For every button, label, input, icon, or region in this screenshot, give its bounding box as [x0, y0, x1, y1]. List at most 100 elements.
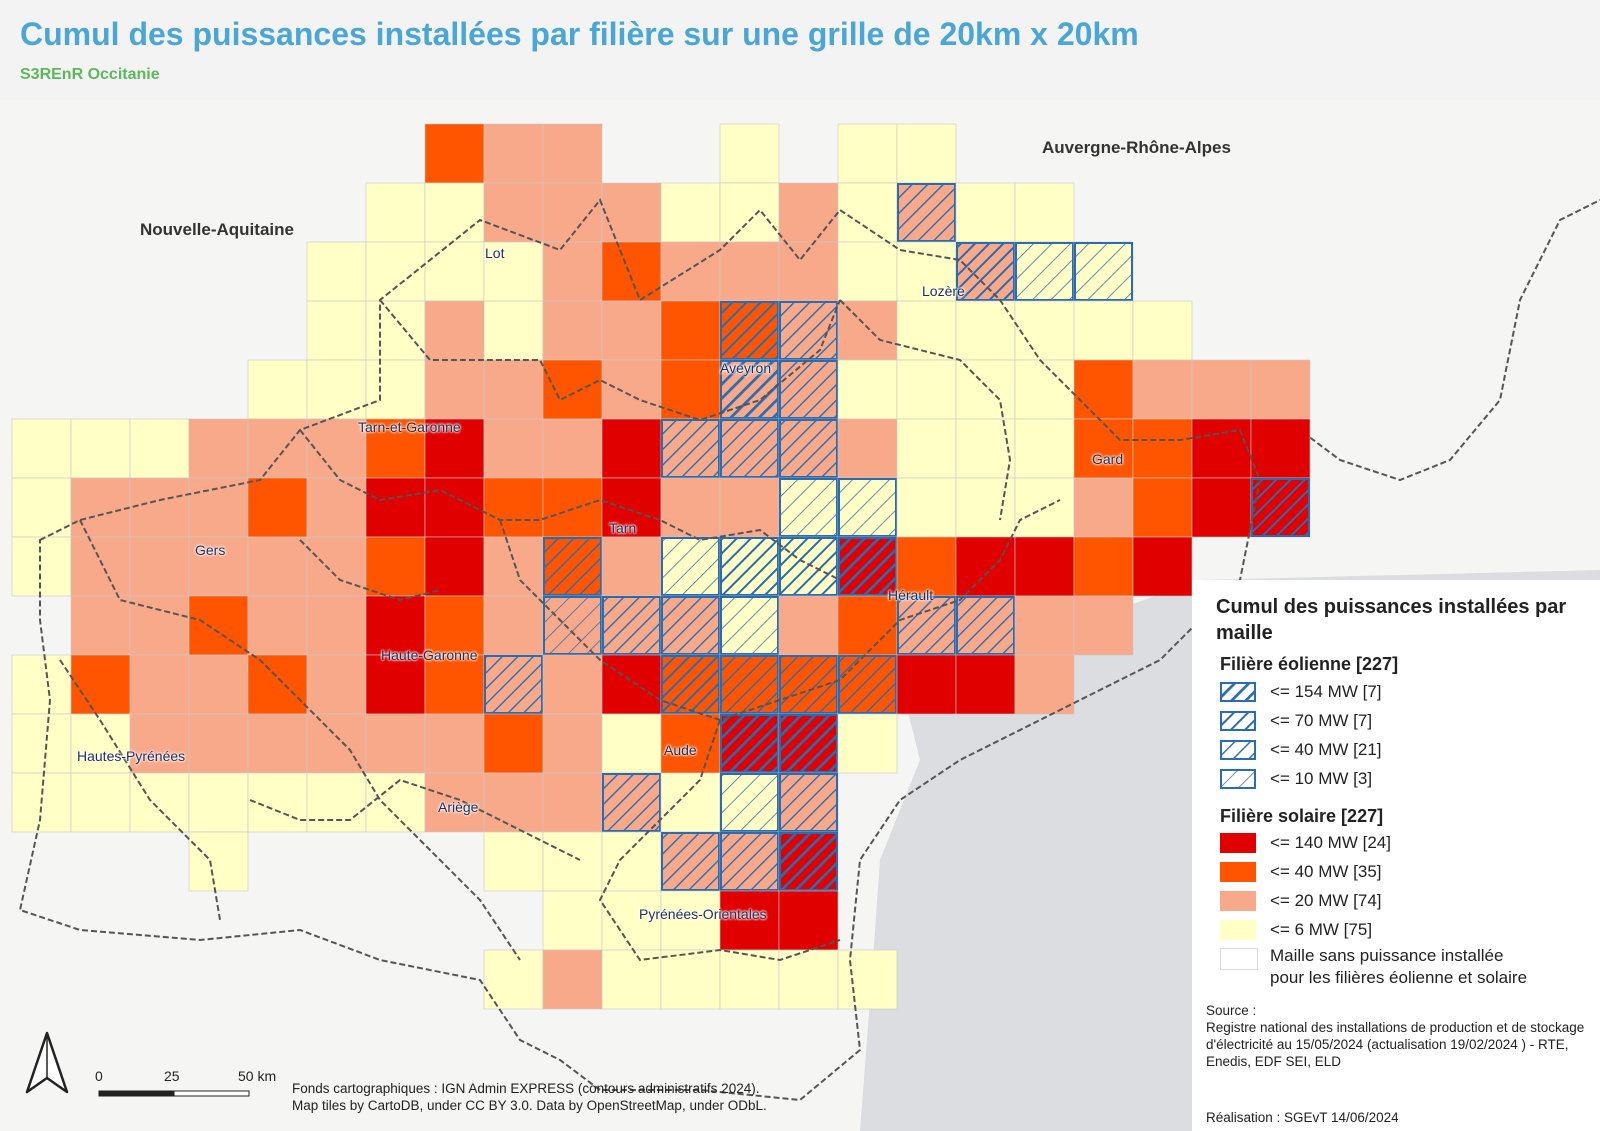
grid-cell — [542, 123, 603, 184]
grid-cell — [1132, 359, 1193, 420]
grid-cell — [542, 418, 603, 479]
grid-cell — [1074, 183, 1133, 242]
grid-cell — [188, 831, 249, 892]
grid-cell — [483, 831, 544, 892]
dept-label-lozere: Lozère — [922, 283, 965, 299]
grid-cell — [189, 242, 248, 301]
grid-cell — [70, 477, 131, 538]
grid-cell — [542, 241, 603, 302]
grid-cell — [425, 891, 484, 950]
grid-cell — [542, 890, 603, 951]
grid-cell — [247, 359, 308, 420]
grid-cell — [188, 418, 249, 479]
grid-cell — [306, 772, 367, 833]
grid-cell — [719, 241, 780, 302]
grid-cell — [129, 536, 190, 597]
grid-cell — [189, 950, 248, 1009]
grid-cell — [1073, 536, 1134, 597]
realisation-credit: Réalisation : SGEvT 14/06/2024 — [1206, 1110, 1399, 1125]
grid-cell — [129, 477, 190, 538]
source-text: Registre national des installations de p… — [1206, 1020, 1585, 1069]
grid-cell — [306, 713, 367, 774]
grid-cell — [896, 418, 957, 479]
grid-cell — [248, 124, 307, 183]
grid-cell — [247, 477, 308, 538]
grid-cell — [306, 595, 367, 656]
dept-label-herault: Hérault — [888, 587, 934, 603]
wind-hatch — [484, 655, 543, 714]
grid-cell — [71, 183, 130, 242]
grid-cell — [542, 713, 603, 774]
grid-cell — [542, 359, 603, 420]
map-subtitle: S3REnR Occitanie — [20, 66, 160, 83]
grid-cell — [365, 536, 426, 597]
legend-swatch-wind-40 — [1220, 740, 1256, 760]
wind-hatch — [661, 596, 720, 655]
wind-hatch — [720, 714, 779, 773]
grid-cell — [1014, 359, 1075, 420]
legend-label: <= 10 MW [3] — [1270, 769, 1373, 788]
grid-cell — [424, 359, 485, 420]
grid-cell — [601, 241, 662, 302]
grid-cell — [424, 713, 485, 774]
grid-cell — [660, 241, 721, 302]
grid-cell — [247, 772, 308, 833]
source-label: Source : — [1206, 1003, 1257, 1018]
department-borders — [18, 198, 1262, 1102]
grid-cell — [837, 418, 898, 479]
legend-swatch-solar-20 — [1220, 891, 1256, 911]
grid-cell — [248, 301, 307, 360]
grid-cell — [837, 949, 898, 1010]
grid-cell — [130, 891, 189, 950]
wind-hatch — [838, 655, 897, 714]
wind-hatch — [779, 478, 838, 537]
grid-cell — [955, 536, 1016, 597]
grid-cell — [1133, 183, 1192, 242]
north-arrow-icon — [25, 1031, 69, 1094]
grid-cell — [719, 123, 780, 184]
grid-cell — [71, 832, 130, 891]
wind-hatch — [838, 478, 897, 537]
grid-cell — [188, 654, 249, 715]
grid-cell — [12, 242, 71, 301]
grid-cell — [660, 890, 721, 951]
wind-hatch — [602, 773, 661, 832]
wind-hatch — [779, 714, 838, 773]
grid-cell — [366, 891, 425, 950]
dept-label-gard: Gard — [1092, 451, 1124, 467]
grid-cell — [483, 123, 544, 184]
wind-hatch — [1015, 242, 1074, 301]
grid-cell — [130, 301, 189, 360]
wind-hatch — [720, 537, 779, 596]
legend-solar-title: Filière solaire [227] — [1220, 806, 1384, 826]
grid-cell — [778, 241, 839, 302]
grid-cell — [1192, 183, 1251, 242]
grid-cell — [602, 124, 661, 183]
wind-hatch — [661, 655, 720, 714]
grid-cell — [365, 300, 426, 361]
grid-cell — [719, 182, 780, 243]
scale-bar-graphic — [98, 1090, 250, 1097]
grid-cell — [955, 654, 1016, 715]
map-credits: Fonds cartographiques : IGN Admin EXPRES… — [292, 1080, 892, 1114]
grid-cell — [837, 595, 898, 656]
legend-label: Maille sans puissance installée — [1270, 946, 1504, 965]
grid-cell — [71, 360, 130, 419]
grid-cell — [896, 536, 957, 597]
grid-cell — [542, 182, 603, 243]
grid-cell — [306, 536, 367, 597]
wind-hatch — [720, 773, 779, 832]
grid-cell — [11, 536, 72, 597]
grid-cell — [366, 124, 425, 183]
grid-cell — [1251, 242, 1310, 301]
grid-cell — [11, 418, 72, 479]
grid-cell — [601, 713, 662, 774]
grid-cell — [778, 182, 839, 243]
grid-cell — [483, 241, 544, 302]
grid-cell — [955, 182, 1016, 243]
grid-cell — [130, 950, 189, 1009]
grid-cell — [365, 772, 426, 833]
grid-cell — [306, 241, 367, 302]
grid-cell — [247, 536, 308, 597]
grid-cell — [1132, 477, 1193, 538]
